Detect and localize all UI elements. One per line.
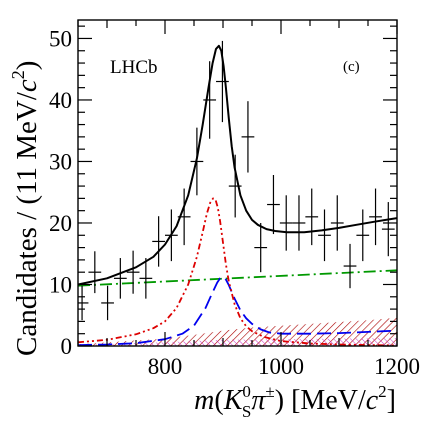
- data-point: [139, 258, 153, 299]
- data-point: [356, 209, 370, 262]
- data-point: [165, 209, 178, 262]
- fit-curves: [78, 44, 397, 346]
- data-point: [254, 222, 268, 273]
- y-tick-label: 30: [49, 149, 72, 174]
- y-label-c: c: [11, 79, 43, 92]
- x-label-close: ) [MeV/: [275, 385, 366, 416]
- blue-dashed-component: [78, 276, 397, 346]
- x-label-pi: π: [251, 385, 266, 416]
- data-point: [369, 188, 382, 246]
- data-point: [177, 188, 191, 246]
- y-tick-label: 50: [49, 26, 72, 51]
- plot-frame: [77, 19, 398, 347]
- y-axis-label: Candidates / (11 MeV/c2): [8, 61, 43, 356]
- x-label-k-sup: 0: [242, 382, 251, 401]
- x-tick-label: 1000: [258, 354, 304, 379]
- data-point: [152, 216, 165, 267]
- y-tick-label: 0: [61, 334, 73, 359]
- x-label-c: c: [366, 385, 379, 416]
- data-points: [78, 40, 395, 321]
- axis-ticks: [77, 20, 398, 347]
- x-label-k-sub: S: [242, 402, 251, 421]
- y-tick-label: 40: [49, 88, 72, 113]
- data-point: [343, 243, 357, 289]
- x-label-end: ]: [387, 385, 396, 416]
- data-point: [228, 154, 242, 218]
- y-tick-label: 10: [49, 272, 72, 297]
- tick-labels: 800 1000 1200 0 10 20 30 40 50: [49, 26, 420, 379]
- data-point: [330, 195, 344, 251]
- data-point: [318, 209, 331, 262]
- data-point: [381, 202, 395, 257]
- data-point: [126, 250, 140, 294]
- y-label-end: ): [11, 61, 43, 71]
- y-label-text: Candidates / (11 MeV/: [11, 91, 43, 356]
- x-label-c-sup: 2: [378, 382, 387, 401]
- data-point: [101, 285, 114, 321]
- data-point: [216, 40, 229, 123]
- data-point: [267, 175, 280, 235]
- data-point: [241, 101, 255, 173]
- x-tick-label: 800: [148, 354, 183, 379]
- x-label-m: m: [194, 385, 214, 416]
- y-tick-label: 20: [49, 211, 72, 236]
- data-point: [305, 188, 319, 246]
- data-point: [113, 258, 127, 299]
- total-fit: [78, 44, 397, 286]
- lhcb-label: LHCb: [110, 57, 158, 78]
- panel-label: (c): [343, 59, 360, 75]
- x-label-pi-sup: ±: [265, 382, 274, 401]
- y-label-c-sup: 2: [8, 70, 28, 79]
- data-point: [78, 285, 89, 321]
- data-point: [279, 195, 293, 251]
- x-label-open: (: [214, 385, 223, 416]
- green-dash-dot-background: [78, 269, 397, 287]
- data-point: [292, 195, 306, 251]
- data-point: [88, 251, 102, 294]
- x-axis-label: m(K0 Sπ±) [MeV/c2]: [194, 382, 396, 421]
- data-point: [190, 127, 204, 196]
- red-dash-dot-component: [78, 197, 397, 346]
- x-tick-label: 1200: [374, 354, 420, 379]
- data-point: [203, 61, 217, 139]
- x-label-k: K: [223, 385, 244, 416]
